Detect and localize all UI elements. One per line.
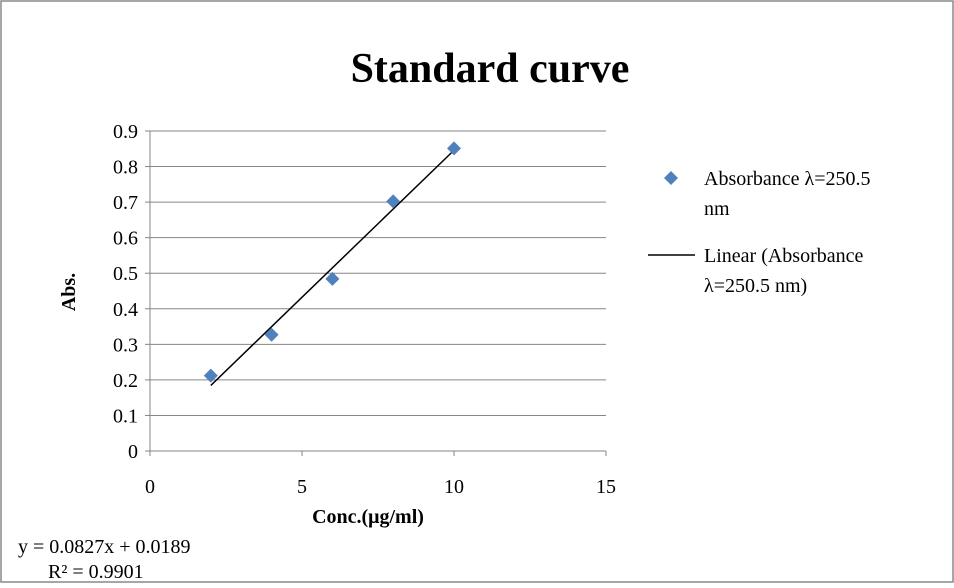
y-tick-label: 0.7 — [113, 192, 138, 214]
linear-trendline — [210, 149, 455, 387]
y-tick-label: 0.8 — [113, 157, 138, 179]
y-tick-label: 0.5 — [113, 263, 138, 285]
data-point-diamond — [447, 141, 461, 156]
trendline-equation: y = 0.0827x + 0.0189 — [18, 536, 191, 558]
legend: Absorbance λ=250.5 nm Linear (Absorbance… — [648, 168, 871, 297]
data-point-diamond — [264, 327, 279, 342]
legend-trendline-label-line2: λ=250.5 nm) — [704, 275, 807, 297]
y-tick-label: 0.2 — [113, 370, 138, 392]
data-point-diamond — [386, 194, 401, 209]
legend-trendline-label-line1: Linear (Absorbance — [704, 245, 863, 267]
y-axis-title: Abs. — [58, 273, 80, 311]
x-tick-label: 15 — [596, 476, 616, 498]
y-tick-label: 0 — [128, 441, 138, 463]
x-tick-label: 5 — [297, 476, 307, 498]
x-tick-label: 10 — [444, 476, 464, 498]
legend-series-label-line2: nm — [704, 198, 730, 220]
grid-layer — [150, 130, 606, 416]
data-point-diamond — [203, 368, 218, 383]
axis-layer: 0 0.1 0.2 0.3 0.4 0.5 0.6 0.7 0.8 0.9 0 5 10 15 — [113, 121, 616, 498]
y-tick-label: 0.3 — [113, 334, 138, 356]
chart-title: Standard curve — [351, 46, 630, 92]
data-points-layer — [203, 141, 461, 383]
y-tick-label: 0.4 — [113, 299, 138, 321]
x-tick-label: 0 — [145, 476, 155, 498]
trendline-layer — [210, 149, 455, 387]
legend-series-label-line1: Absorbance λ=250.5 — [704, 168, 871, 190]
y-tick-label: 0.9 — [113, 121, 138, 143]
y-tick-label: 0.1 — [113, 405, 138, 427]
r-squared-label: R² = 0.9901 — [48, 561, 144, 583]
data-point-diamond — [325, 271, 340, 286]
legend-marker-diamond-icon — [664, 171, 678, 185]
y-tick-label: 0.6 — [113, 228, 138, 250]
x-axis-title: Conc.(μg/ml) — [312, 506, 424, 528]
